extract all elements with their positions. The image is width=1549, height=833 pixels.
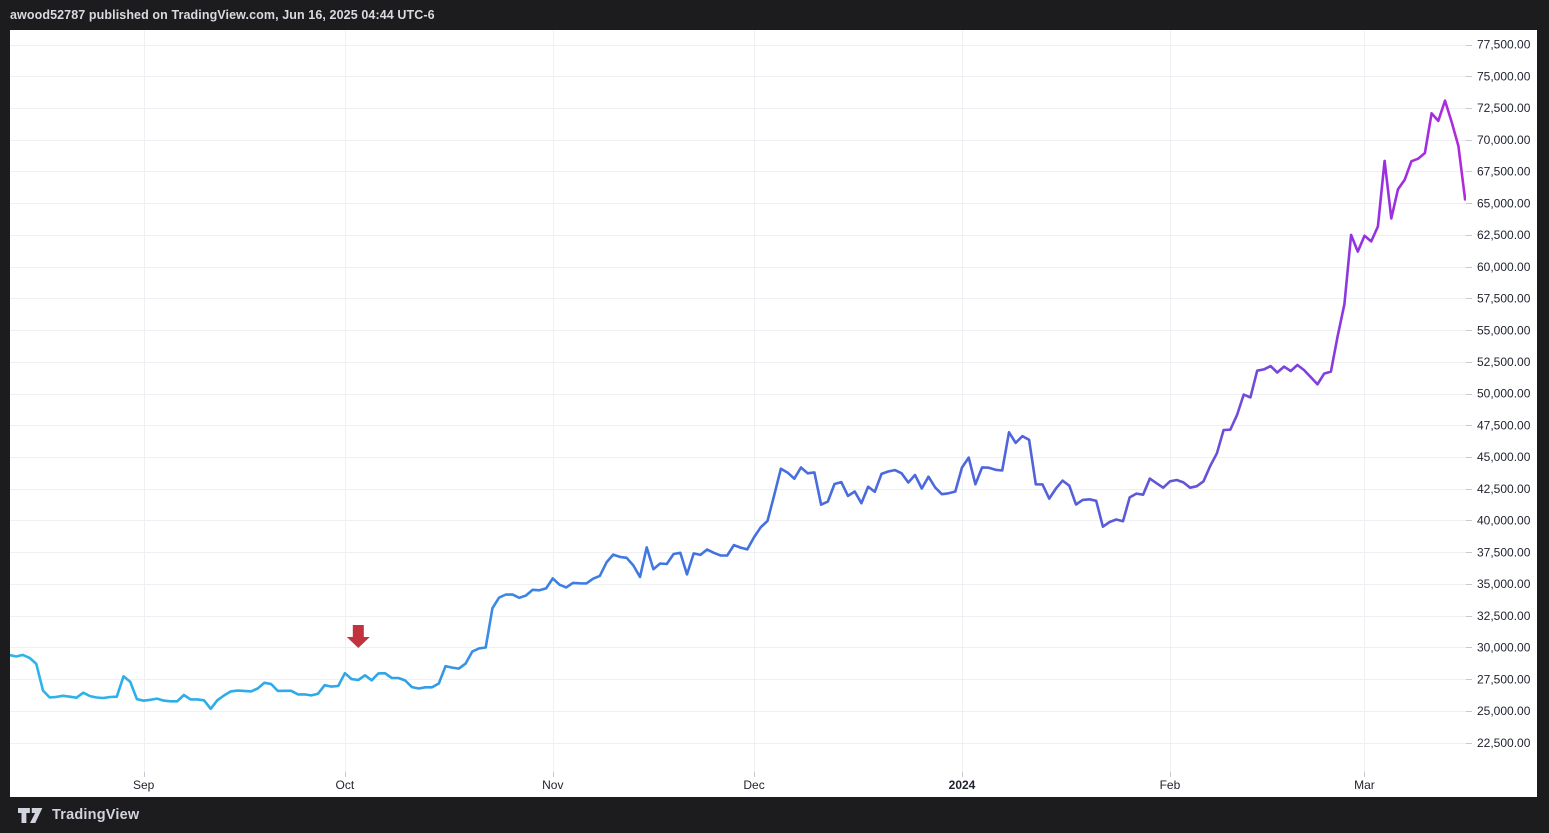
y-axis-label: 32,500.00 [1477,609,1531,623]
chart-background [10,30,1537,797]
chart-panel: 77,500.00 75,000.00 72,500.00 70,000.00 67,5… [10,30,1537,797]
x-axis-label: Feb [1160,778,1181,792]
y-axis-label: 37,500.00 [1477,545,1531,559]
price-chart-canvas[interactable]: 77,500.00 75,000.00 72,500.00 70,000.00 67,5… [10,30,1537,797]
y-axis-label: 65,000.00 [1477,196,1531,210]
x-axis-label: Dec [743,778,764,792]
tradingview-brand-text: TradingView [52,807,140,823]
y-axis-label: 47,500.00 [1477,418,1531,432]
y-axis-label: 70,000.00 [1477,133,1531,147]
tradingview-logo-icon [18,807,43,823]
y-axis-label: 35,000.00 [1477,577,1531,591]
y-axis-label: 55,000.00 [1477,323,1531,337]
x-axis-label: Nov [542,778,563,792]
y-axis-label: 60,000.00 [1477,260,1531,274]
y-axis-label: 50,000.00 [1477,387,1531,401]
publish-info-text: awood52787 published on TradingView.com,… [10,8,435,22]
chart-area: 77,500.00 75,000.00 72,500.00 70,000.00 67,5… [0,30,1549,797]
y-axis: 77,500.00 75,000.00 72,500.00 70,000.00 67,5… [1477,38,1531,750]
y-axis-label: 67,500.00 [1477,165,1531,179]
y-axis-label: 72,500.00 [1477,101,1531,115]
axis-ticks [144,45,1472,777]
footer-bar: TradingView [0,797,1549,833]
y-axis-label: 75,000.00 [1477,69,1531,83]
y-axis-label: 30,000.00 [1477,641,1531,655]
x-axis: Sep Oct Nov Dec 2024 Feb Mar [133,778,1375,792]
y-axis-label: 45,000.00 [1477,450,1531,464]
tradingview-brand-link[interactable]: TradingView [18,806,139,825]
price-line[interactable] [10,99,1472,711]
x-axis-label: Oct [336,778,355,792]
y-axis-label: 57,500.00 [1477,292,1531,306]
y-axis-label: 42,500.00 [1477,482,1531,496]
y-axis-label: 27,500.00 [1477,672,1531,686]
x-axis-label: Sep [133,778,155,792]
y-axis-label: 25,000.00 [1477,704,1531,718]
x-axis-label: 2024 [949,778,976,792]
y-axis-label: 62,500.00 [1477,228,1531,242]
x-axis-label: Mar [1354,778,1375,792]
y-axis-label: 40,000.00 [1477,514,1531,528]
y-axis-label: 52,500.00 [1477,355,1531,369]
arrow-down-marker [346,625,370,648]
publish-info-bar: awood52787 published on TradingView.com,… [0,0,1549,30]
y-axis-label: 77,500.00 [1477,38,1531,52]
gridlines [10,30,1466,772]
y-axis-label: 22,500.00 [1477,736,1531,750]
